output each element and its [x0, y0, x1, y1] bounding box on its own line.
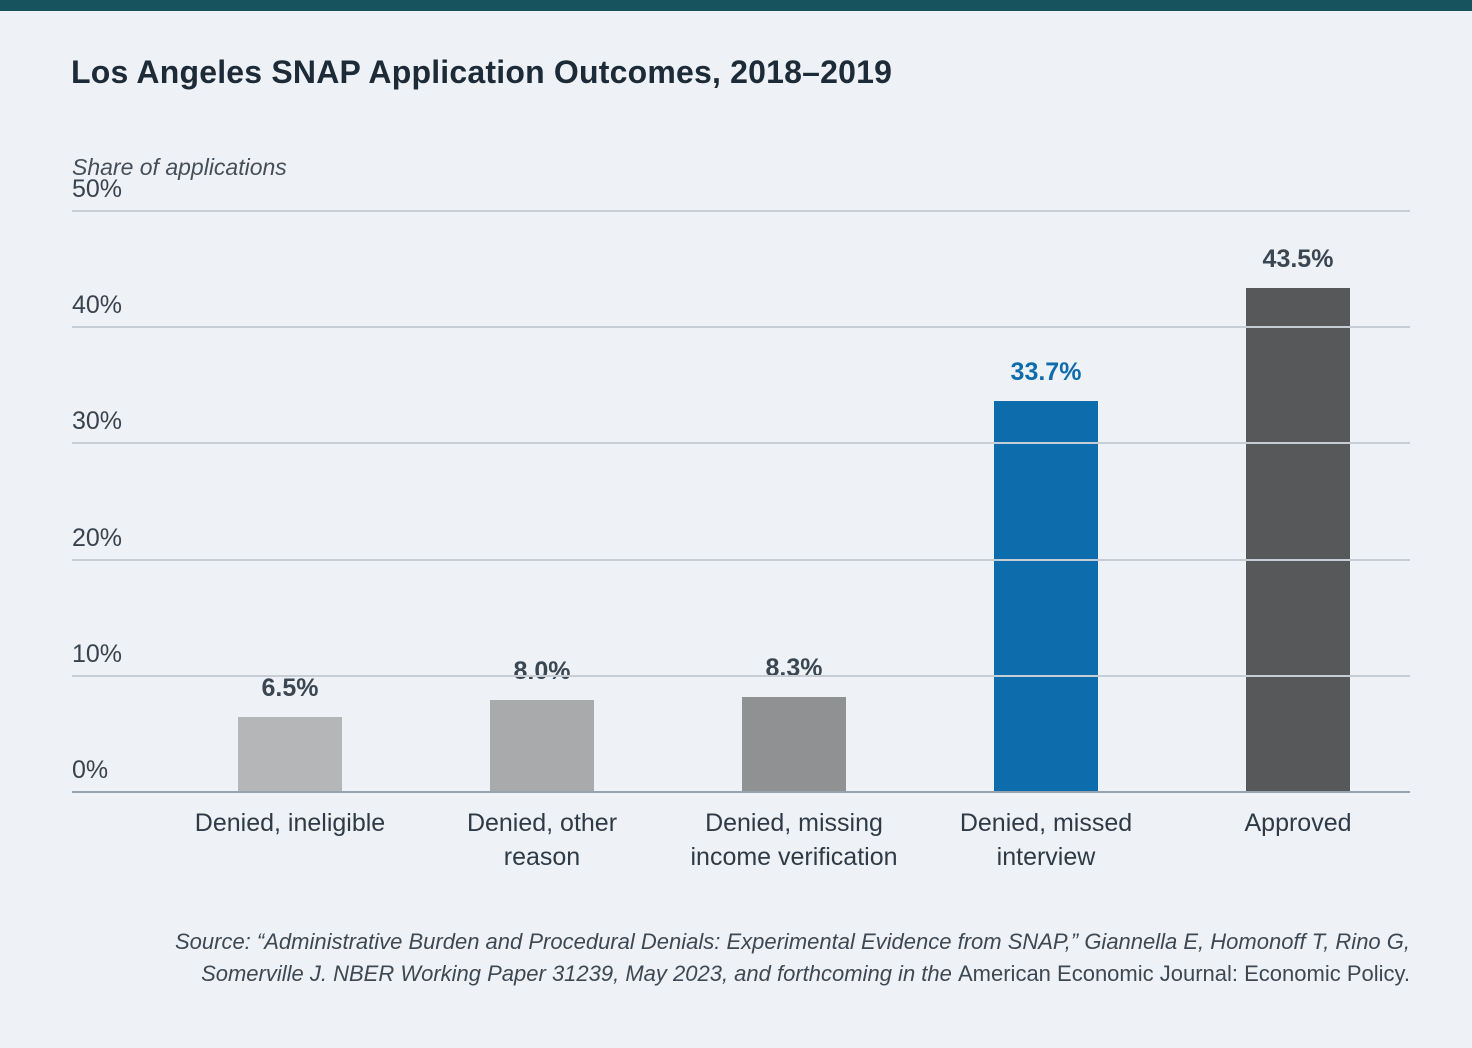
y-axis-note: Share of applications: [72, 154, 287, 180]
bar-category-label: Denied, missing income verification: [690, 809, 898, 871]
gridline: [72, 326, 1410, 329]
bar-value-label: 6.5%: [261, 674, 319, 703]
bar: [238, 717, 342, 793]
bar-category-label: Denied, missed interview: [959, 809, 1133, 871]
bar: [742, 696, 846, 793]
source-note: Source: “Administrative Burden and Proce…: [72, 926, 1410, 990]
source-note-italic: Source: “Administrative Burden and Proce…: [174, 929, 1410, 986]
plot-area: 6.5% Denied, ineligible 8.0% Denied, other …: [72, 175, 1410, 871]
y-tick-label: 30%: [72, 407, 123, 436]
bar: [994, 401, 1098, 793]
gridline: [72, 674, 1410, 677]
y-tick-label: 40%: [72, 291, 123, 320]
bar-category-label: Denied, other reason: [466, 809, 618, 871]
bar: [1246, 287, 1350, 793]
bar-category-label: Approved: [1244, 809, 1352, 837]
bar-slot: 8.3% Denied, missing income verification: [668, 212, 920, 871]
source-note-journal: American Economic Journal: Economic Poli…: [958, 960, 1410, 986]
bar-value-label: 33.7%: [1010, 358, 1082, 387]
gridline: [72, 442, 1410, 445]
y-tick-label: 50%: [72, 175, 123, 203]
bar-slot: 8.0% Denied, other reason: [416, 212, 668, 871]
bar-slot: 33.7% Denied, missed interview: [920, 212, 1172, 870]
bar: [490, 700, 594, 793]
bar-slot: 43.5% Approved: [1172, 212, 1424, 837]
y-tick-label: 10%: [72, 639, 123, 668]
bar-value-label: 8.3%: [765, 653, 823, 682]
chart-title: Los Angeles SNAP Application Outcomes, 2…: [71, 54, 893, 90]
y-tick-label: 0%: [72, 756, 109, 784]
bars-container: 6.5% Denied, ineligible 8.0% Denied, other …: [164, 212, 1424, 871]
gridline: [72, 558, 1410, 561]
bar-category-label: Denied, ineligible: [194, 809, 386, 837]
top-accent-bar: [0, 0, 1472, 11]
bar-value-label: 8.0%: [513, 657, 571, 686]
bar-value-label: 43.5%: [1262, 244, 1334, 273]
y-tick-label: 20%: [72, 523, 123, 552]
gridline: [72, 210, 1410, 212]
gridline: [72, 791, 1410, 793]
bar-slot: 6.5% Denied, ineligible: [164, 212, 416, 837]
